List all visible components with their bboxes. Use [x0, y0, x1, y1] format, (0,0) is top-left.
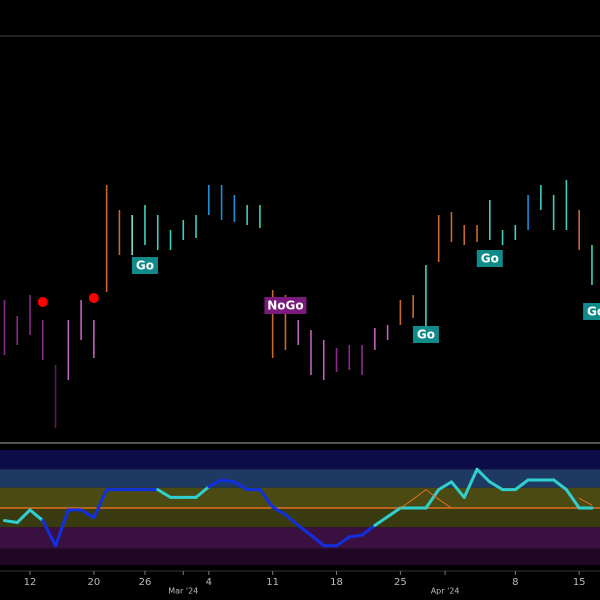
- oscillator-segment: [437, 480, 453, 492]
- oscillator-segment: [92, 488, 109, 520]
- oscillator-segment: [15, 508, 32, 524]
- oscillator-segment: [438, 498, 452, 509]
- x-tick-label: 20: [88, 577, 101, 588]
- x-tick-label: 15: [573, 577, 586, 588]
- oscillator-segment: [207, 478, 224, 489]
- band: [0, 450, 600, 470]
- oscillator-segment: [54, 508, 70, 548]
- x-tick-label: Apr '24: [431, 587, 460, 596]
- oscillator-segment: [552, 478, 568, 492]
- oscillator-segment: [41, 519, 58, 548]
- oscillator-segment: [360, 523, 377, 537]
- x-tick-label: 11: [266, 577, 279, 588]
- oscillator-segment: [386, 506, 402, 519]
- oscillator-segment: [309, 533, 326, 548]
- oscillator-segment: [156, 488, 172, 499]
- oscillator-segment: [194, 485, 211, 499]
- x-tick-label: 12: [24, 577, 37, 588]
- annotation-box: [583, 303, 600, 320]
- annotation-label: Go: [481, 252, 499, 266]
- oscillator-segment: [424, 488, 441, 510]
- annotation-box: [264, 297, 307, 314]
- band: [0, 469, 600, 488]
- oscillator-segment: [28, 508, 45, 523]
- oscillator-segment: [488, 480, 505, 492]
- band: [0, 527, 600, 549]
- signal-dot: [37, 297, 48, 307]
- oscillator-segment: [578, 497, 593, 506]
- oscillator-segment: [220, 478, 236, 484]
- oscillator-segment: [2, 519, 19, 524]
- oscillator-segment: [283, 513, 300, 527]
- oscillator-segment: [335, 535, 351, 548]
- oscillator-segment: [425, 489, 440, 500]
- x-tick-label: Mar '24: [168, 587, 198, 596]
- oscillator-segment: [399, 498, 414, 509]
- oscillator-segment: [564, 488, 581, 510]
- oscillator-segment: [449, 480, 466, 499]
- oscillator-segment: [258, 488, 275, 509]
- annotation-box: [476, 250, 503, 267]
- annotation-label: Go: [417, 328, 435, 342]
- oscillator-segment: [462, 467, 479, 499]
- oscillator-segment: [475, 467, 492, 484]
- oscillator-segment: [347, 533, 364, 539]
- oscillator-segment: [271, 505, 287, 517]
- band: [0, 548, 600, 566]
- band: [0, 487, 600, 508]
- x-tick-label: 8: [512, 577, 518, 588]
- signal-dot: [88, 293, 99, 303]
- annotation-label: NoGo: [267, 299, 303, 313]
- x-tick-label: 18: [330, 577, 343, 588]
- oscillator-segment: [296, 523, 313, 537]
- annotation-label: Go: [136, 259, 154, 273]
- oscillator-segment: [79, 508, 96, 520]
- annotation-box: [131, 257, 158, 274]
- annotation-box: [412, 326, 439, 343]
- oscillator-segment: [373, 515, 390, 527]
- x-tick-label: 4: [206, 577, 212, 588]
- oscillator-segment: [513, 478, 530, 492]
- oscillator-segment: [232, 480, 249, 492]
- annotation-label: Go: [587, 305, 600, 319]
- x-tick-label: 25: [394, 577, 407, 588]
- oscillator-segment: [412, 489, 427, 500]
- x-tick-label: 26: [139, 577, 152, 588]
- band: [0, 508, 600, 528]
